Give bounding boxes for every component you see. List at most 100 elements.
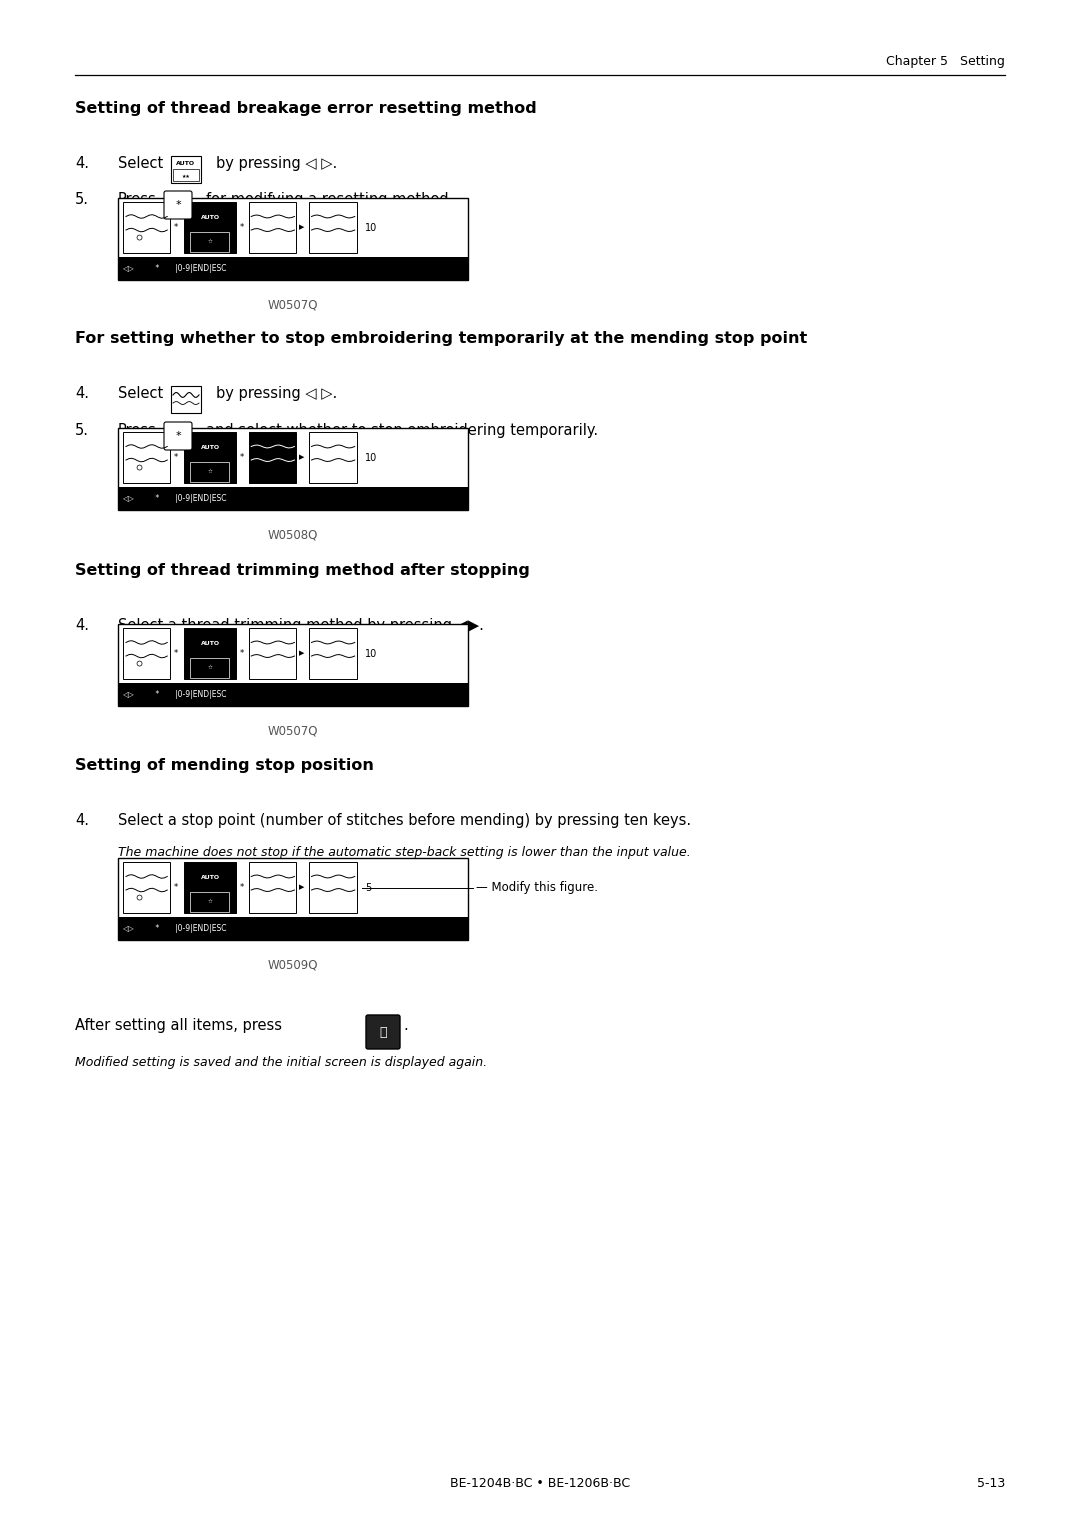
Text: ▶: ▶	[299, 225, 305, 231]
Text: for modifying a resetting method.: for modifying a resetting method.	[206, 193, 454, 206]
Text: After setting all items, press: After setting all items, press	[75, 1018, 282, 1033]
Text: ▶: ▶	[299, 885, 305, 891]
Bar	[310, 628, 356, 678]
FancyBboxPatch shape	[164, 191, 192, 219]
Circle shape	[137, 662, 143, 666]
Text: W0508Q: W0508Q	[268, 529, 319, 541]
Circle shape	[137, 235, 143, 240]
Text: W0509Q: W0509Q	[268, 958, 319, 970]
Text: ☆: ☆	[207, 469, 213, 474]
Text: Chapter 5   Setting: Chapter 5 Setting	[886, 55, 1005, 69]
Bar	[185, 432, 237, 483]
Text: ☆: ☆	[207, 665, 213, 671]
Text: *: *	[240, 883, 244, 892]
Text: ▶: ▶	[299, 651, 305, 657]
Bar	[123, 862, 171, 912]
Bar	[171, 385, 201, 413]
Circle shape	[137, 465, 143, 471]
Bar	[118, 428, 468, 510]
Text: AUTO: AUTO	[201, 215, 220, 220]
Text: *: *	[175, 200, 180, 209]
Text: *: *	[174, 883, 178, 892]
Text: ◁▷: ◁▷	[123, 494, 135, 503]
FancyBboxPatch shape	[164, 422, 192, 451]
Bar	[118, 917, 468, 940]
Text: *: *	[174, 452, 178, 461]
Bar	[118, 683, 468, 706]
Text: 5-13: 5-13	[976, 1478, 1005, 1490]
Text: ◁▷: ◁▷	[123, 264, 135, 274]
Bar	[190, 461, 229, 481]
Text: by pressing ◁ ▷.: by pressing ◁ ▷.	[216, 387, 337, 400]
Text: |0-9|END|ESC: |0-9|END|ESC	[175, 924, 227, 934]
Bar	[118, 257, 468, 280]
Text: .: .	[403, 1018, 408, 1033]
Bar	[249, 862, 297, 912]
Text: Press: Press	[118, 423, 157, 439]
Text: |0-9|END|ESC: |0-9|END|ESC	[175, 264, 227, 274]
Text: *: *	[153, 264, 162, 274]
Text: AUTO: AUTO	[176, 160, 195, 165]
Text: *: *	[240, 223, 244, 232]
Bar	[118, 623, 468, 706]
Bar	[249, 202, 297, 252]
Text: Setting of mending stop position: Setting of mending stop position	[75, 758, 374, 773]
Text: ⎘: ⎘	[379, 1025, 387, 1039]
Text: 10: 10	[365, 452, 377, 463]
Text: *: *	[153, 924, 162, 934]
Bar	[310, 202, 356, 252]
Bar	[185, 202, 237, 252]
Bar	[118, 859, 468, 940]
Bar	[173, 170, 199, 180]
Text: |0-9|END|ESC: |0-9|END|ESC	[175, 691, 227, 698]
Text: 10: 10	[365, 648, 377, 659]
Text: 10: 10	[365, 223, 377, 232]
Bar	[171, 156, 201, 182]
Circle shape	[137, 895, 143, 900]
Text: 4.: 4.	[75, 387, 89, 400]
FancyBboxPatch shape	[366, 1015, 400, 1050]
Bar	[185, 862, 237, 912]
Bar	[190, 657, 229, 677]
Text: W0507Q: W0507Q	[268, 298, 319, 312]
Text: and select whether to stop embroidering temporarily.: and select whether to stop embroidering …	[206, 423, 598, 439]
Text: *: *	[175, 431, 180, 442]
Text: Setting of thread breakage error resetting method: Setting of thread breakage error resetti…	[75, 101, 537, 116]
Text: AUTO: AUTO	[201, 445, 220, 449]
Bar	[190, 891, 229, 912]
Bar	[118, 487, 468, 510]
Bar	[123, 202, 171, 252]
Text: AUTO: AUTO	[201, 640, 220, 646]
Text: Select: Select	[118, 156, 163, 171]
Text: ◁▷: ◁▷	[123, 691, 135, 698]
Bar	[310, 432, 356, 483]
Text: Press: Press	[118, 193, 157, 206]
Text: Select a thread trimming method by pressing ◀▶.: Select a thread trimming method by press…	[118, 617, 484, 633]
Bar	[190, 232, 229, 252]
Text: 4.: 4.	[75, 156, 89, 171]
Text: BE-1204B·BC • BE-1206B·BC: BE-1204B·BC • BE-1206B·BC	[450, 1478, 630, 1490]
Text: AUTO: AUTO	[201, 876, 220, 880]
Bar	[118, 199, 468, 280]
Text: *: *	[240, 649, 244, 659]
Text: Modified setting is saved and the initial screen is displayed again.: Modified setting is saved and the initia…	[75, 1056, 487, 1070]
Bar	[249, 432, 297, 483]
Text: ◁▷: ◁▷	[123, 924, 135, 934]
Bar	[310, 862, 356, 912]
Text: 5.: 5.	[75, 193, 89, 206]
Text: The machine does not stop if the automatic step‐back setting is lower than the i: The machine does not stop if the automat…	[118, 847, 691, 859]
Text: *: *	[174, 223, 178, 232]
Text: — Modify this figure.: — Modify this figure.	[476, 882, 598, 894]
Text: For setting whether to stop embroidering temporarily at the mending stop point: For setting whether to stop embroidering…	[75, 332, 807, 345]
Bar	[123, 628, 171, 678]
Text: W0507Q: W0507Q	[268, 724, 319, 736]
Text: 5: 5	[365, 883, 370, 892]
Text: ☆: ☆	[207, 238, 213, 244]
Text: 5.: 5.	[75, 423, 89, 439]
Text: 4.: 4.	[75, 617, 89, 633]
Bar	[185, 628, 237, 678]
Text: ★★: ★★	[181, 174, 190, 179]
Bar	[249, 628, 297, 678]
Text: ▶: ▶	[299, 454, 305, 460]
Text: by pressing ◁ ▷.: by pressing ◁ ▷.	[216, 156, 337, 171]
